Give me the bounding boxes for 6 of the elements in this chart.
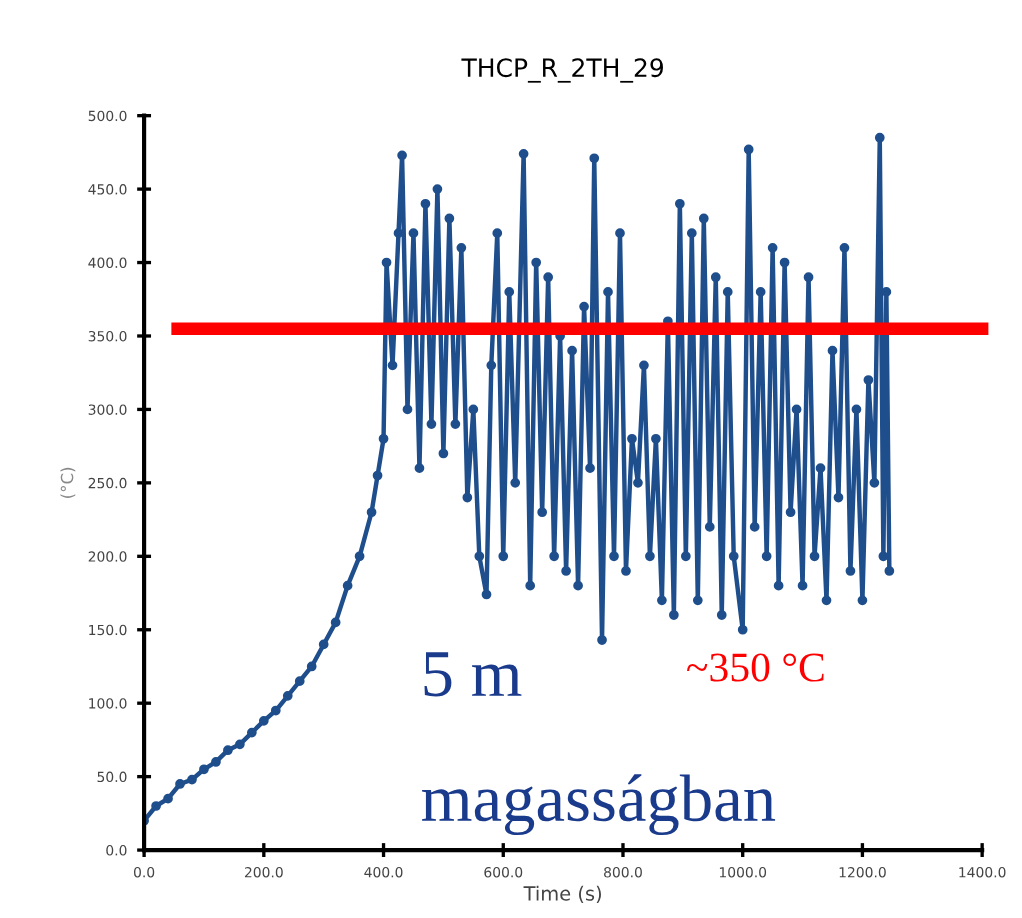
ref-line-label: ~350 °C	[687, 653, 824, 682]
annotation: magasságban	[422, 774, 776, 836]
x-axis-title: Time (s)	[523, 885, 601, 904]
y-axis-title: (°C)	[60, 467, 76, 498]
chart-title: THCP_R_2TH_29	[461, 58, 663, 83]
annotation: 5 m	[424, 652, 522, 697]
